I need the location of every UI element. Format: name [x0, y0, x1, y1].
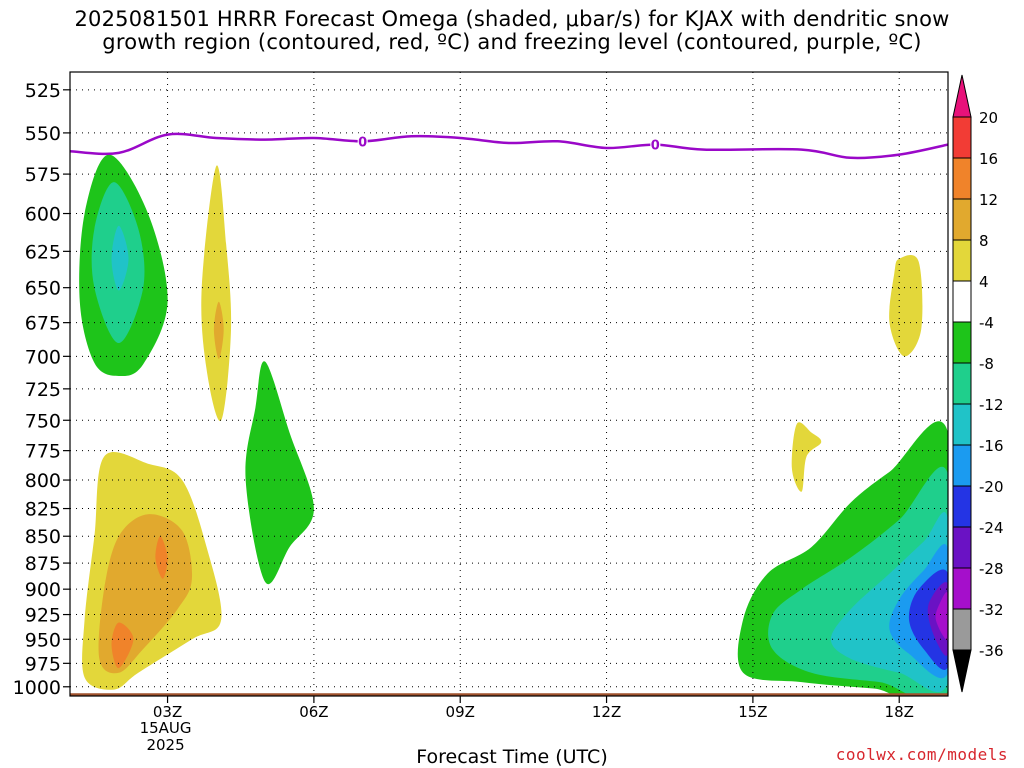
- omega-region: [889, 254, 923, 357]
- omega-region: [245, 361, 314, 585]
- y-tick-label: 875: [25, 553, 61, 575]
- colorbar-label: 16: [979, 150, 998, 168]
- x-tick-label: 12Z: [592, 703, 621, 721]
- y-tick-label: 750: [25, 410, 61, 432]
- title-line-1: 2025081501 HRRR Forecast Omega (shaded, …: [74, 7, 950, 31]
- x-axis-label: Forecast Time (UTC): [416, 746, 608, 768]
- y-tick-label: 1000: [13, 677, 61, 699]
- x-tick-label: 18Z: [885, 703, 914, 721]
- y-tick-label: 525: [25, 80, 61, 102]
- colorbar-label: -20: [979, 478, 1004, 496]
- y-tick-label: 850: [25, 526, 61, 548]
- y-tick-label: 800: [25, 470, 61, 492]
- omega-colorbar: 20 16 12 8 4 -4 -8 -12 -16 -20 -24 -28 -32 -36: [952, 74, 1004, 693]
- pressure-axis: 525 550 575 600 625 650 675 700 725 750 775 800 825 8…: [13, 80, 70, 699]
- colorbar-label: -32: [979, 601, 1004, 619]
- freezing-level-label: 0: [651, 139, 660, 154]
- colorbar-label: -12: [979, 396, 1004, 414]
- colorbar-label: -28: [979, 560, 1004, 578]
- plot-border: [69, 71, 949, 697]
- colorbar-swatch: [952, 116, 972, 159]
- x-tick-label: 03Z: [153, 703, 182, 721]
- y-tick-label: 550: [25, 123, 61, 145]
- colorbar-swatch: [952, 280, 972, 323]
- plot-frame: [69, 71, 949, 697]
- omega-region: [155, 536, 168, 579]
- colorbar-label: 20: [979, 109, 998, 127]
- colorbar-swatch: [952, 157, 972, 200]
- colorbar-swatch: [952, 526, 972, 569]
- colorbar-swatch: [952, 321, 972, 364]
- omega-shading: [70, 154, 948, 696]
- omega-region: [791, 422, 822, 492]
- omega-region: [213, 301, 224, 359]
- colorbar-max-arrow: [952, 74, 972, 118]
- y-tick-label: 600: [25, 204, 61, 226]
- x-tick-label: 15Z: [738, 703, 767, 721]
- y-tick-label: 625: [25, 241, 61, 263]
- colorbar-min-arrow: [952, 649, 972, 693]
- omega-region: [935, 592, 948, 640]
- y-tick-label: 975: [25, 653, 61, 675]
- dotted-grid: [70, 72, 948, 696]
- y-tick-label: 950: [25, 629, 61, 651]
- freezing-level-label: 0: [358, 135, 367, 150]
- y-tick-label: 775: [25, 441, 61, 463]
- colorbar-label: -36: [979, 642, 1004, 660]
- colorbar-swatch: [952, 608, 972, 651]
- site-credit: coolwx.com/models: [835, 745, 1008, 764]
- colorbar-swatch: [952, 485, 972, 528]
- x-tick-label: 06Z: [299, 703, 328, 721]
- colorbar-label: -4: [979, 314, 994, 332]
- colorbar-swatch: [952, 239, 972, 282]
- colorbar-swatch: [952, 198, 972, 241]
- omega-region: [201, 165, 232, 422]
- colorbar-label: -24: [979, 519, 1004, 537]
- x-tick-label: 09Z: [446, 703, 475, 721]
- y-tick-label: 725: [25, 379, 61, 401]
- colorbar-swatch: [952, 567, 972, 610]
- surface-ground: [70, 693, 948, 696]
- y-tick-label: 575: [25, 164, 61, 186]
- y-tick-label: 900: [25, 579, 61, 601]
- freezing-label-bg: [650, 136, 661, 153]
- y-tick-label: 700: [25, 346, 61, 368]
- freezing-label-bg: [357, 133, 368, 150]
- colorbar-label: 8: [979, 232, 989, 250]
- chart-title: 2025081501 HRRR Forecast Omega (shaded, …: [0, 8, 1024, 54]
- omega-region: [111, 225, 129, 291]
- colorbar-label: -16: [979, 437, 1004, 455]
- colorbar-label: 12: [979, 191, 998, 209]
- colorbar-swatch: [952, 444, 972, 487]
- x-tick-year: 2025: [146, 736, 184, 754]
- y-tick-label: 825: [25, 499, 61, 521]
- colorbar-label: -8: [979, 355, 994, 373]
- colorbar-swatch: [952, 362, 972, 405]
- colorbar-label: 4: [979, 273, 989, 291]
- title-line-2: growth region (contoured, red, ºC) and f…: [102, 30, 922, 54]
- y-tick-label: 925: [25, 605, 61, 627]
- freezing-level-line: [70, 132, 948, 160]
- y-tick-label: 650: [25, 278, 61, 300]
- colorbar-swatch: [952, 403, 972, 446]
- omega-region: [111, 622, 134, 669]
- x-tick-date: 15AUG: [140, 719, 192, 737]
- y-tick-label: 675: [25, 313, 61, 335]
